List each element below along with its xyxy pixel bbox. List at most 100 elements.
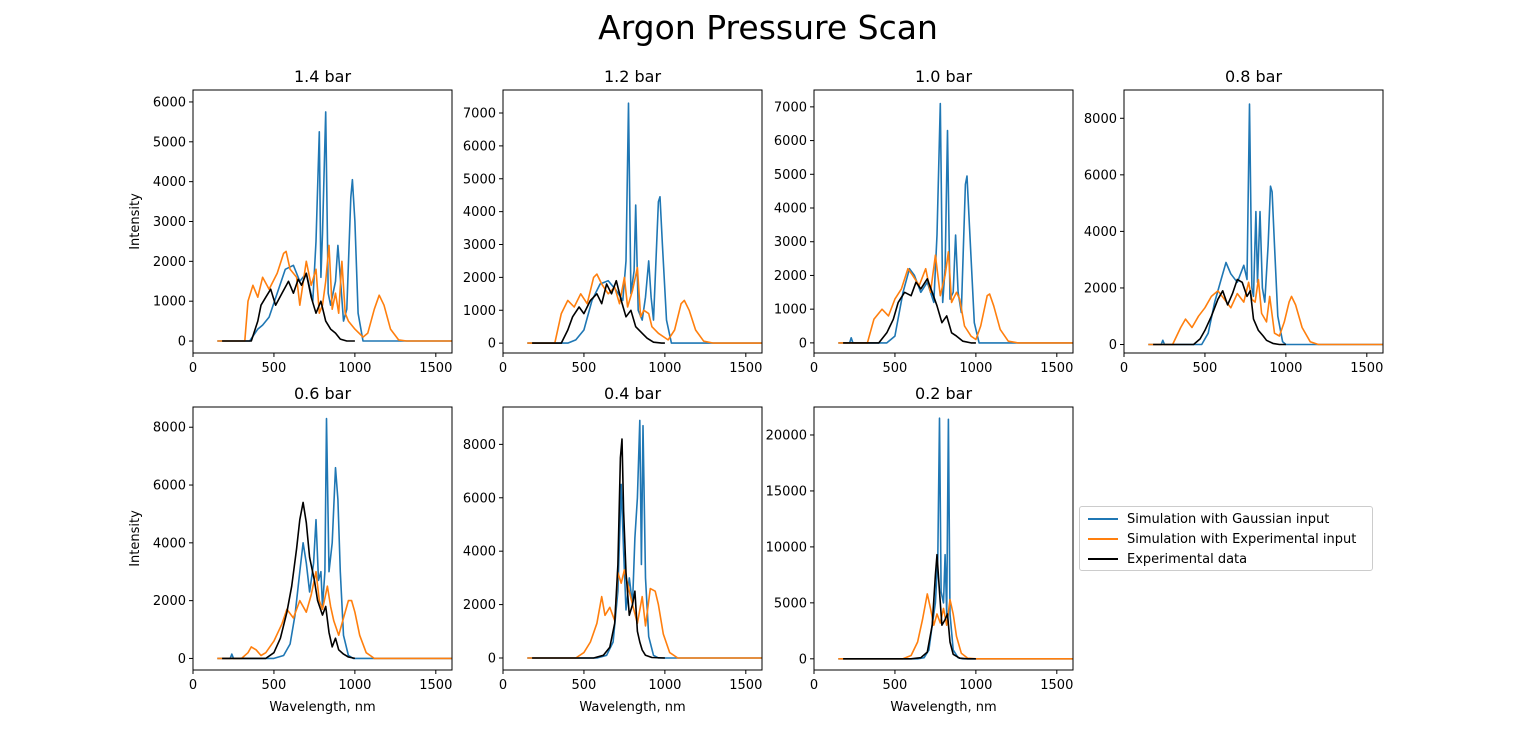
plot-frame bbox=[502, 89, 763, 354]
x-tick-label: 0 bbox=[189, 361, 197, 376]
subplot-title: 1.2 bar bbox=[604, 67, 661, 86]
x-tick-label: 1000 bbox=[959, 361, 992, 376]
legend-label-gaussian: Simulation with Gaussian input bbox=[1127, 511, 1330, 527]
y-tick-label: 0 bbox=[488, 651, 496, 666]
x-tick-label: 1500 bbox=[419, 678, 452, 693]
series-line-3 bbox=[222, 272, 355, 342]
y-tick-label: 1000 bbox=[463, 304, 496, 319]
series-line-2 bbox=[217, 570, 452, 660]
x-axis-label: Wavelength, nm bbox=[579, 700, 685, 715]
subplot-title: 0.8 bar bbox=[1225, 67, 1282, 86]
subplot-1: 0 500 1000 1500 0 1000 2000 3000 4000 5000 6000 1.4… bbox=[128, 67, 453, 376]
legend: Simulation with Gaussian input Simulatio… bbox=[1079, 506, 1373, 571]
subplot-title: 0.4 bar bbox=[604, 384, 661, 403]
y-tick-label: 2000 bbox=[153, 594, 186, 609]
y-tick-label: 2000 bbox=[463, 271, 496, 286]
y-tick-label: 8000 bbox=[153, 421, 186, 436]
y-tick-label: 6000 bbox=[153, 95, 186, 110]
y-tick-label: 0 bbox=[178, 652, 186, 667]
x-tick-label: 500 bbox=[1193, 361, 1218, 376]
x-tick-label: 500 bbox=[572, 361, 597, 376]
legend-item-experimental-data: Experimental data bbox=[1088, 550, 1247, 568]
x-tick-label: 0 bbox=[1120, 361, 1128, 376]
y-tick-label: 6000 bbox=[153, 479, 186, 494]
x-tick-label: 1000 bbox=[959, 678, 992, 693]
x-tick-label: 500 bbox=[883, 361, 908, 376]
subplot-6: 0 500 1000 1500 0 2000 4000 6000 8000 0.4 bar Wave… bbox=[463, 384, 763, 715]
y-tick-label: 6000 bbox=[463, 491, 496, 506]
series-line-2 bbox=[1148, 278, 1383, 346]
x-tick-label: 0 bbox=[499, 361, 507, 376]
y-tick-label: 5000 bbox=[153, 135, 186, 150]
series-line-3 bbox=[222, 501, 356, 660]
x-tick-label: 0 bbox=[810, 361, 818, 376]
x-axis-label: Wavelength, nm bbox=[269, 700, 375, 715]
y-tick-label: 0 bbox=[799, 652, 807, 667]
y-tick-label: 7000 bbox=[774, 100, 807, 115]
y-tick-label: 8000 bbox=[1084, 112, 1117, 127]
series-line-1 bbox=[1148, 103, 1383, 346]
y-tick-label: 0 bbox=[1109, 338, 1117, 353]
x-tick-label: 1500 bbox=[1350, 361, 1383, 376]
y-tick-label: 20000 bbox=[766, 428, 807, 443]
plot-frame bbox=[1123, 89, 1384, 354]
subplot-title: 1.0 bar bbox=[915, 67, 972, 86]
y-tick-label: 5000 bbox=[774, 596, 807, 611]
series-line-2 bbox=[527, 569, 762, 659]
y-tick-label: 6000 bbox=[1084, 168, 1117, 183]
x-tick-label: 1500 bbox=[729, 678, 762, 693]
plot-frame bbox=[813, 406, 1074, 671]
legend-swatch-experimental-data bbox=[1088, 558, 1118, 560]
figure-title: Argon Pressure Scan bbox=[598, 8, 938, 47]
series-line-1 bbox=[527, 419, 762, 659]
x-tick-label: 1000 bbox=[338, 678, 371, 693]
y-tick-label: 6000 bbox=[463, 139, 496, 154]
series-line-2 bbox=[527, 266, 762, 344]
y-tick-label: 0 bbox=[488, 337, 496, 352]
x-tick-label: 1500 bbox=[419, 361, 452, 376]
x-tick-label: 0 bbox=[189, 678, 197, 693]
subplot-4: 0 500 1000 1500 0 2000 4000 6000 8000 0.8 bar bbox=[1084, 67, 1384, 376]
y-tick-label: 3000 bbox=[774, 235, 807, 250]
x-tick-label: 500 bbox=[572, 678, 597, 693]
y-tick-label: 15000 bbox=[766, 484, 807, 499]
series-line-1 bbox=[838, 102, 1073, 344]
legend-swatch-experimental-input bbox=[1088, 538, 1118, 540]
series-line-2 bbox=[838, 251, 1073, 344]
y-tick-label: 2000 bbox=[1084, 281, 1117, 296]
y-tick-label: 10000 bbox=[766, 540, 807, 555]
subplot-2: 0 500 1000 1500 0 1000 2000 3000 4000 5000 6000 700… bbox=[463, 67, 763, 376]
y-tick-label: 3000 bbox=[153, 215, 186, 230]
legend-swatch-gaussian bbox=[1088, 518, 1118, 520]
x-tick-label: 1500 bbox=[1040, 678, 1073, 693]
y-tick-label: 2000 bbox=[463, 598, 496, 613]
y-tick-label: 8000 bbox=[463, 438, 496, 453]
x-tick-label: 500 bbox=[262, 678, 287, 693]
y-axis-label: Intensity bbox=[128, 193, 143, 250]
subplot-3: 0 500 1000 1500 0 1000 2000 3000 4000 5000 6000 700… bbox=[774, 67, 1074, 376]
y-tick-label: 3000 bbox=[463, 238, 496, 253]
x-axis-label: Wavelength, nm bbox=[890, 700, 996, 715]
y-tick-label: 4000 bbox=[1084, 225, 1117, 240]
y-tick-label: 4000 bbox=[463, 545, 496, 560]
x-tick-label: 1000 bbox=[648, 361, 681, 376]
legend-label-experimental-data: Experimental data bbox=[1127, 551, 1248, 567]
series-line-1 bbox=[217, 417, 452, 660]
series-line-3 bbox=[843, 553, 976, 660]
x-tick-label: 0 bbox=[499, 678, 507, 693]
plot-frame bbox=[502, 406, 763, 671]
y-tick-label: 5000 bbox=[774, 168, 807, 183]
series-line-1 bbox=[527, 102, 762, 344]
y-tick-label: 4000 bbox=[774, 202, 807, 217]
y-tick-label: 7000 bbox=[463, 107, 496, 122]
y-tick-label: 4000 bbox=[463, 205, 496, 220]
x-tick-label: 500 bbox=[262, 361, 287, 376]
x-tick-label: 1000 bbox=[1269, 361, 1302, 376]
series-line-1 bbox=[217, 111, 452, 342]
series-line-1 bbox=[838, 417, 1073, 660]
series-line-3 bbox=[532, 279, 665, 344]
x-tick-label: 500 bbox=[883, 678, 908, 693]
y-tick-label: 0 bbox=[799, 336, 807, 351]
